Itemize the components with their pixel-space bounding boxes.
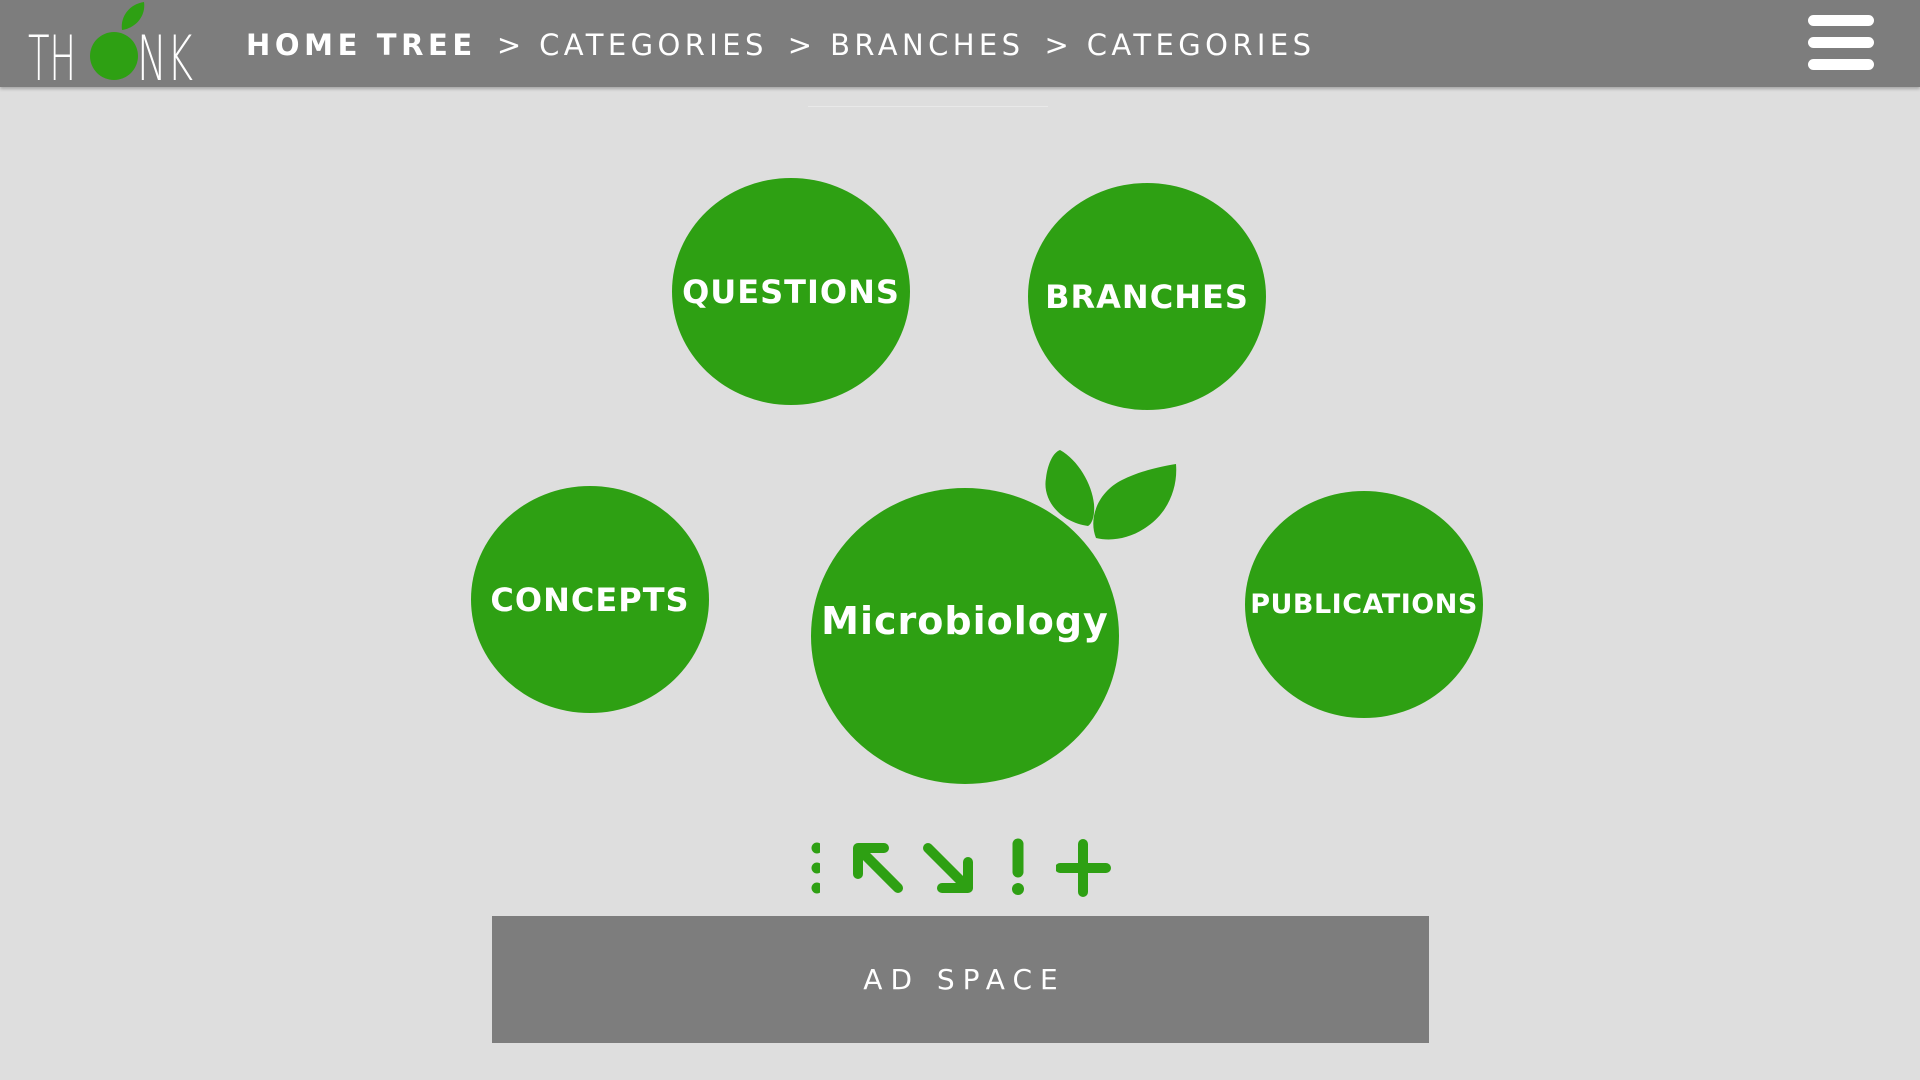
hamburger-menu-icon[interactable] xyxy=(1808,15,1874,71)
publications-node[interactable]: PUBLICATIONS xyxy=(1245,491,1483,718)
top-bar: TH NK HOME TREE > CATEGORIES > BRANCHES … xyxy=(0,0,1920,95)
menu-bar xyxy=(1808,37,1874,48)
logo-mark: TH NK xyxy=(28,2,193,95)
right-leaf-icon xyxy=(1093,464,1177,540)
breadcrumb-home-tree[interactable]: HOME TREE xyxy=(246,28,477,62)
microbiology-node[interactable]: Microbiology xyxy=(811,488,1119,784)
breadcrumb-categories[interactable]: CATEGORIES xyxy=(539,28,768,62)
breadcrumb: HOME TREE > CATEGORIES > BRANCHES > CATE… xyxy=(246,28,1315,62)
menu-bar xyxy=(1808,15,1874,26)
plus-icon[interactable] xyxy=(1056,838,1112,898)
left-leaf-icon xyxy=(1045,450,1095,526)
logo-text-nk: NK xyxy=(137,22,193,87)
arrow-down-right-icon[interactable] xyxy=(918,838,978,898)
concepts-node[interactable]: CONCEPTS xyxy=(471,486,709,713)
logo-leaf-icon xyxy=(121,2,145,30)
menu-bar xyxy=(1808,59,1874,70)
questions-node[interactable]: QUESTIONS xyxy=(672,178,910,405)
divider xyxy=(808,106,1048,107)
arrow-up-left-icon[interactable] xyxy=(848,838,908,898)
breadcrumb-separator: > xyxy=(496,28,522,62)
ad-banner[interactable]: AD SPACE xyxy=(492,916,1429,1043)
node-toolbar xyxy=(800,838,1120,898)
breadcrumb-separator: > xyxy=(787,28,813,62)
breadcrumb-branches[interactable]: BRANCHES xyxy=(830,28,1025,62)
breadcrumb-categories-current[interactable]: CATEGORIES xyxy=(1086,28,1316,62)
leaf-decoration-icon xyxy=(1045,450,1177,540)
more-vertical-icon[interactable] xyxy=(800,838,820,898)
exclamation-icon[interactable] xyxy=(1008,838,1028,898)
logo-apple-icon xyxy=(90,32,138,80)
think-logo[interactable]: TH NK xyxy=(26,0,206,95)
breadcrumb-separator: > xyxy=(1044,28,1069,62)
ad-label: AD SPACE xyxy=(863,963,1066,996)
logo-text-th: TH xyxy=(28,22,76,87)
branches-node[interactable]: BRANCHES xyxy=(1028,183,1266,410)
